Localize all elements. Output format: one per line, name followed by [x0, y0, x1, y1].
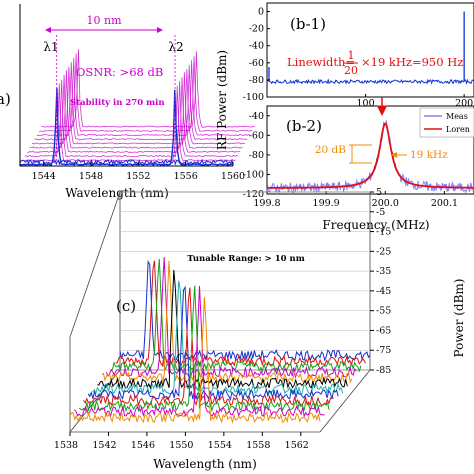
c-y-tick-label: -85	[376, 365, 391, 376]
panel-b2-frame	[266, 105, 474, 195]
panel-b: 0 -20 -40 -60 -80 -100 100 200 -40 -60 -80 -100 -120…	[215, 2, 474, 232]
tuned-trace	[119, 259, 371, 362]
panel-c-traces	[69, 257, 371, 424]
panel-a-axes	[19, 4, 233, 167]
b1-y-tick-label: -40	[249, 41, 264, 52]
panel-a-label: a)	[0, 90, 11, 108]
left-top-edge	[69, 191, 121, 338]
stability-label: Stability in 270 min	[70, 98, 165, 108]
b1-y-tick-label: 0	[258, 7, 264, 18]
tuned-trace	[115, 260, 366, 368]
tuned-trace	[97, 269, 348, 390]
b2-x-tick-label: 200.0	[372, 198, 399, 209]
lorentz-fit	[267, 122, 474, 189]
stability-trace	[19, 87, 234, 166]
b1-noise	[266, 78, 474, 85]
b1-y-tick-label: -20	[249, 24, 264, 35]
c-x-tick-label: 1554	[208, 440, 232, 451]
c-y-tick-label: -65	[376, 325, 391, 336]
b2-x-tick-label: 199.8	[253, 198, 280, 209]
panel-b-xlabel: Frequency (MHz)	[322, 218, 429, 232]
b1-y-tick-label: -100	[243, 92, 264, 103]
c-y-tick-label: -55	[376, 306, 391, 317]
c-x-tick-label: 1542	[92, 440, 116, 451]
panel-c: 1538 1542 1546 1550 1554 1558 1562 5 -5 -15 -25 -35…	[54, 187, 466, 471]
panel-b2-label: (b-2)	[286, 117, 322, 135]
x-tick-label: 1556	[174, 171, 198, 182]
tuned-trace	[101, 260, 353, 385]
lambda2-label: λ2	[168, 40, 183, 54]
panel-a-xlabel: Wavelength (nm)	[65, 186, 169, 200]
c-x-tick-label: 1550	[169, 440, 193, 451]
b1-x-tick-label: 100	[357, 98, 375, 109]
panel-c-ticks: 1538 1542 1546 1550 1554 1558 1562 5 -5 -15 -25 -35…	[54, 187, 391, 451]
b2-y-tick-label: -60	[249, 130, 264, 141]
panel-b-ylabel: RF Power (dBm)	[215, 50, 229, 150]
legend-measured: Meas	[446, 112, 468, 121]
x-tick-label: 1544	[32, 171, 56, 182]
c-x-tick-label: 1562	[285, 440, 309, 451]
right-depth	[319, 369, 371, 433]
b2-y-tick-label: -100	[243, 169, 264, 180]
tuned-trace	[74, 285, 325, 419]
separation-label: 10 nm	[86, 14, 122, 27]
lambda1-label: λ1	[43, 40, 58, 54]
osnr-label: OSNR: >68 dB	[76, 65, 163, 79]
ann-20db-label: 20 dB	[315, 144, 346, 156]
tuned-trace	[87, 285, 339, 402]
tuned-trace	[69, 296, 321, 424]
panel-c-ylabel: Power (dBm)	[452, 279, 466, 358]
panel-c-xlabel: Wavelength (nm)	[153, 457, 257, 471]
c-y-tick-label: -25	[376, 246, 391, 257]
x-tick-label: 1560	[221, 171, 245, 182]
panel-b2-traces	[266, 120, 474, 194]
panel-b-ticks: 0 -20 -40 -60 -80 -100 100 200 -40 -60 -80 -100 -120…	[243, 7, 474, 209]
c-y-tick-label: -35	[376, 266, 391, 277]
noise-floor	[19, 158, 234, 166]
tuned-trace	[110, 258, 362, 373]
panel-b1-frame	[266, 2, 474, 98]
panel-a: 1544 1548 1552 1556 1560 a) 10 nm λ1 λ2 OSNR…	[0, 4, 255, 200]
panel-a-traces	[19, 35, 255, 166]
legend-lorentz: Loren	[446, 125, 470, 134]
c-x-tick-label: 1558	[246, 440, 270, 451]
tuned-trace	[78, 285, 330, 413]
c-x-tick-label: 1546	[131, 440, 155, 451]
c-y-tick-label: -75	[376, 345, 391, 356]
b2-y-tick-label: -120	[243, 189, 264, 200]
c-y-tick-label: -15	[376, 227, 391, 238]
b1-y-tick-label: -80	[249, 75, 264, 86]
panel-b2-legend: Meas Loren	[419, 107, 474, 138]
x-tick-label: 1548	[79, 171, 103, 182]
tuned-trace	[83, 287, 334, 408]
panel-b1-label: (b-1)	[290, 15, 326, 33]
panel-a-ticks: 1544 1548 1552 1556 1560	[32, 162, 245, 182]
panel-b1-trace	[266, 11, 474, 85]
panel-c-title: Tunable Range: > 10 nm	[187, 254, 304, 264]
b1-y-tick-label: -60	[249, 58, 264, 69]
c-y-tick-label: 5	[376, 187, 382, 198]
tuned-trace	[105, 257, 357, 379]
panel-c-label: (c)	[116, 297, 136, 315]
c-y-tick-label: -45	[376, 286, 391, 297]
b2-x-tick-label: 199.9	[313, 198, 340, 209]
b1-x-tick-label: 200	[455, 98, 473, 109]
c-x-tick-label: 1538	[54, 440, 78, 451]
c-y-tick-label: -5	[376, 207, 385, 218]
linewidth-fraction-numerator: 1	[348, 49, 355, 62]
b2-y-tick-label: -40	[249, 111, 264, 122]
linewidth-prefix: Linewidth=	[287, 55, 355, 69]
linewidth-suffix: ×19 kHz=950 Hz	[361, 55, 463, 69]
ann-19khz-label: 19 kHz	[410, 149, 448, 161]
b2-y-tick-label: -80	[249, 150, 264, 161]
x-tick-label: 1552	[126, 171, 150, 182]
linewidth-fraction-denominator: 20	[344, 64, 358, 77]
b2-x-tick-label: 200.1	[431, 198, 458, 209]
